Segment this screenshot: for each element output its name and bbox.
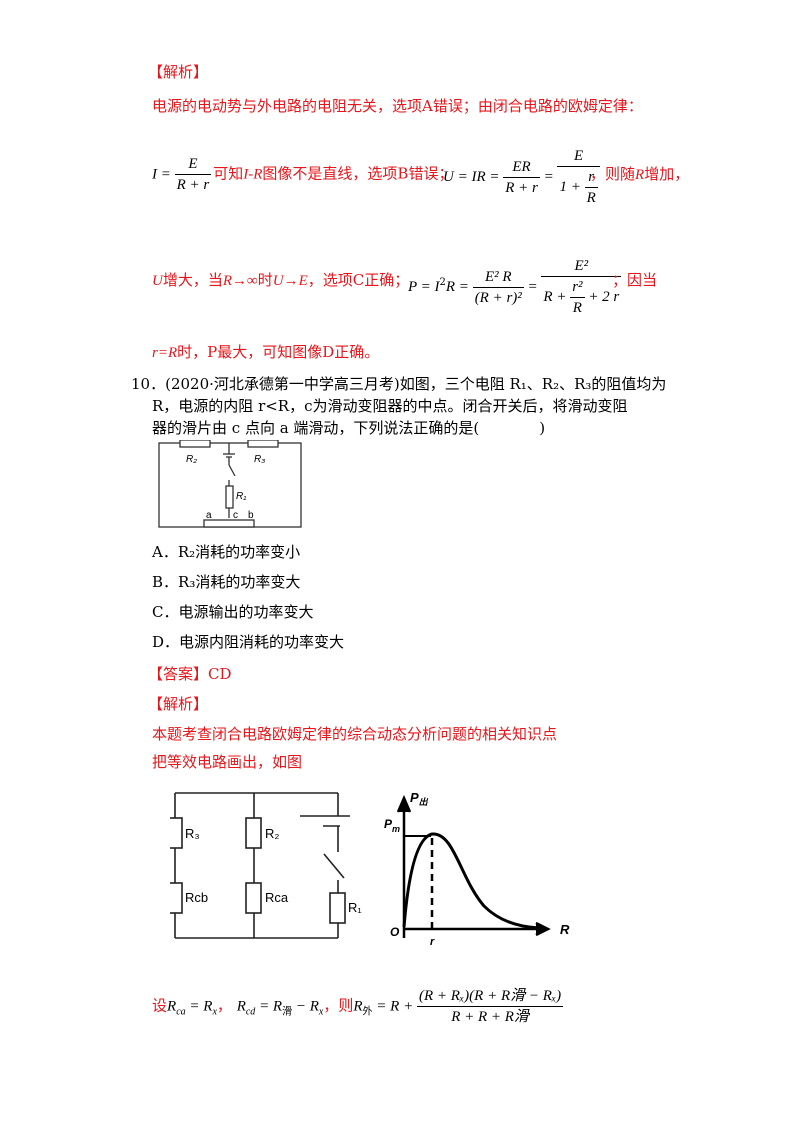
question-line-3: 器的滑片由 c 点向 a 端滑动，下列说法正确的是( ) [152,419,546,437]
power-graph: P出 Pm O r R [384,790,570,948]
label-r2: R₂ [186,454,197,465]
circuit-diagram-2: R₃ R₂ Rcb Rca R₁ [170,792,362,939]
analysis-header-1: 【解析】 [148,63,209,81]
label-r2-eq: R₂ [265,826,279,841]
option-a: A．R₂消耗的功率变小 [152,543,301,561]
question-line-1: 10．(2020·河北承德第一中学高三月考)如图，三个电阻 R₁、R₂、R₃的阻… [131,375,667,393]
label-a: a [206,510,212,521]
question-line-2: R，电源的内阻 r<R，c为滑动变阻器的中点。闭合开关后，将滑动变阻 [152,397,628,415]
y-axis-label: P出 [410,790,429,807]
x-axis-label: R [560,922,570,937]
analysis-line-3: U增大，当R→∞时U→E，选项C正确； [152,271,410,289]
label-r3-eq: R₃ [185,826,200,841]
label-rcb: Rcb [185,890,208,905]
origin-label: O [390,925,400,939]
analysis-header-2: 【解析】 [148,695,209,713]
eq2-tail: ，则随R增加， [590,165,690,183]
label-r1: R₁ [236,491,246,502]
option-c: C．电源输出的功率变大 [152,603,314,621]
r-tick-label: r [430,936,435,948]
final-equation: 设Rca = Rx， Rcd = R滑 − Rx，则R外 = R + (R + … [152,988,564,1025]
equation-line-1: I = E R + r 可知I-R图像不是直线，选项B错误； [152,156,454,193]
analysis-line-5: 本题考查闭合电路欧姆定律的综合动态分析问题的相关知识点 [152,725,558,743]
option-d: D．电源内阻消耗的功率变大 [152,633,345,651]
label-b: b [248,510,254,521]
label-rca: Rca [265,890,289,905]
option-b: B．R₃消耗的功率变大 [152,573,301,591]
eq1-fraction: E R + r [174,156,212,193]
final-fraction: (R + Rₓ)(R + R滑 − Rₓ) R + R + R滑 [416,988,564,1025]
analysis-line-4: r=R时，P最大，可知图像D正确。 [152,343,380,361]
answer: 【答案】CD [148,665,232,683]
label-r1-eq: R₁ [348,900,362,915]
circuit-diagram-1: R₂ R₃ R₁ a c b [158,440,302,528]
label-r3: R₃ [254,454,265,465]
eq1-lhs: I = [152,166,175,183]
pm-label: Pm [384,817,400,834]
label-c: c [233,510,238,521]
analysis-line-6: 把等效电路画出，如图 [152,753,303,771]
equation-p: P = I2R = E² R (R + r)² = E² R + r² R + 2… [408,258,622,316]
eq3-tail: ；因当 [612,271,658,289]
analysis-line-1: 电源的电动势与外电路的电阻无关，选项A错误；由闭合电路的欧姆定律： [152,97,643,115]
